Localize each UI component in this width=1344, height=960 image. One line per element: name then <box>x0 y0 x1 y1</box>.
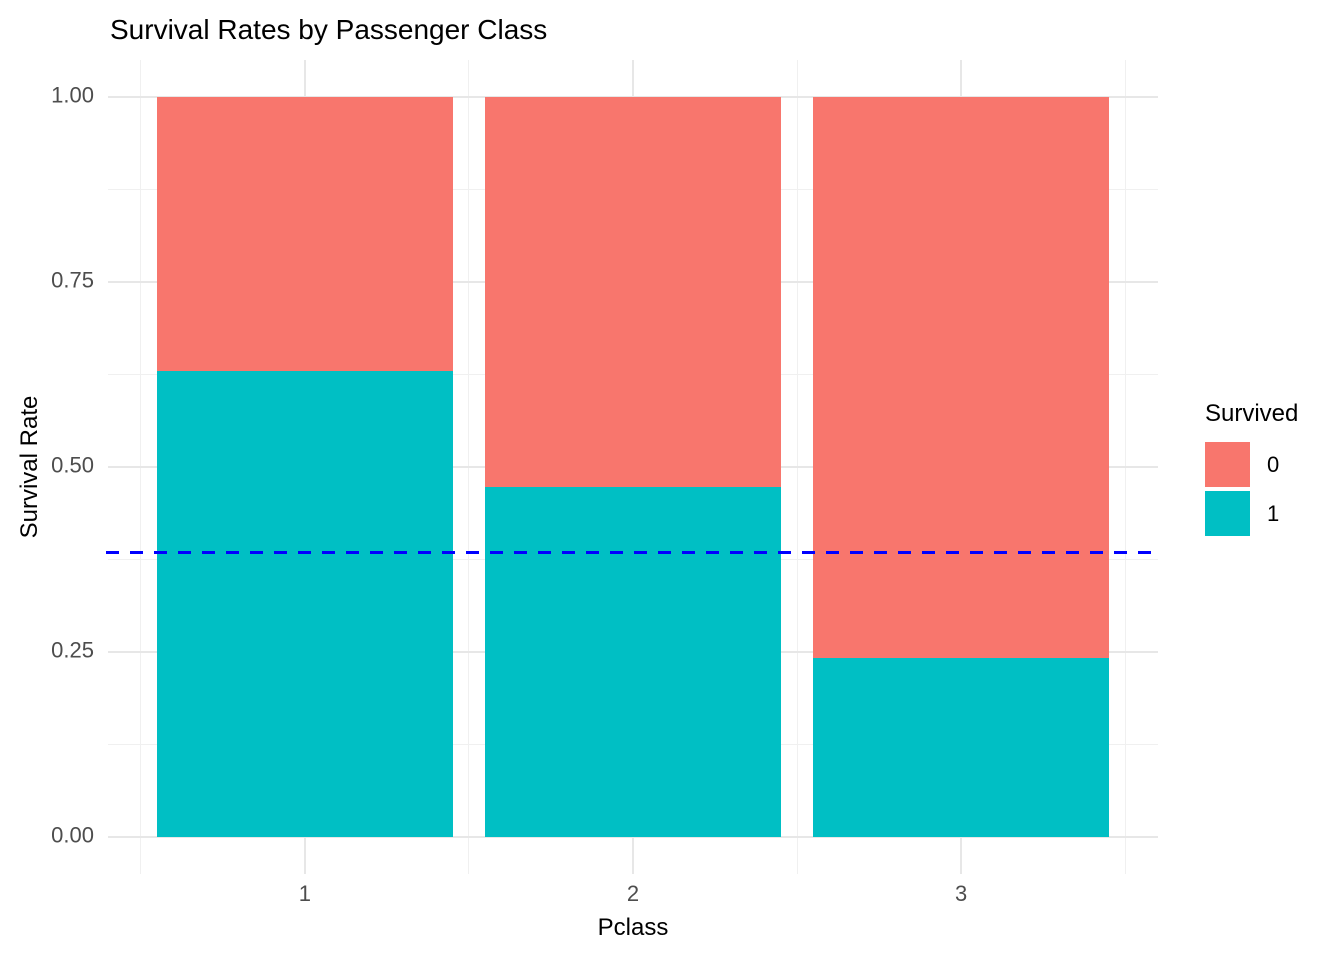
x-axis-title: Pclass <box>597 914 669 941</box>
y-tick-label: 0.25 <box>51 637 94 663</box>
plot-panel <box>106 60 1158 874</box>
bar-segment-survived-1 <box>485 487 781 837</box>
legend-entry-label: 0 <box>1267 451 1280 477</box>
y-axis-title: Survival Rate <box>16 395 43 539</box>
legend-entry-label: 1 <box>1267 500 1280 526</box>
x-tick-label: 2 <box>626 881 640 906</box>
bar-segment-survived-0 <box>485 97 781 488</box>
legend-key-swatch <box>1205 442 1250 487</box>
legend-key-swatch <box>1205 491 1250 536</box>
legend-entry-survived-1: 1 <box>1205 491 1298 536</box>
y-tick-label: 0.50 <box>51 452 94 478</box>
bar-segment-survived-0 <box>813 97 1109 658</box>
legend-entry-survived-0: 0 <box>1205 442 1298 487</box>
bar-segment-survived-1 <box>157 371 453 837</box>
chart-title: Survival Rates by Passenger Class <box>110 14 548 45</box>
reference-line <box>106 551 1158 555</box>
x-tick-label: 3 <box>955 881 968 906</box>
y-tick-label: 0.00 <box>51 822 94 848</box>
legend-title: Survived <box>1205 400 1299 427</box>
y-tick-label: 0.75 <box>51 267 94 293</box>
x-tick-label: 1 <box>298 881 311 906</box>
bar-segment-survived-1 <box>813 657 1109 837</box>
y-tick-label: 1.00 <box>51 82 94 108</box>
bar-segment-survived-0 <box>157 97 453 372</box>
